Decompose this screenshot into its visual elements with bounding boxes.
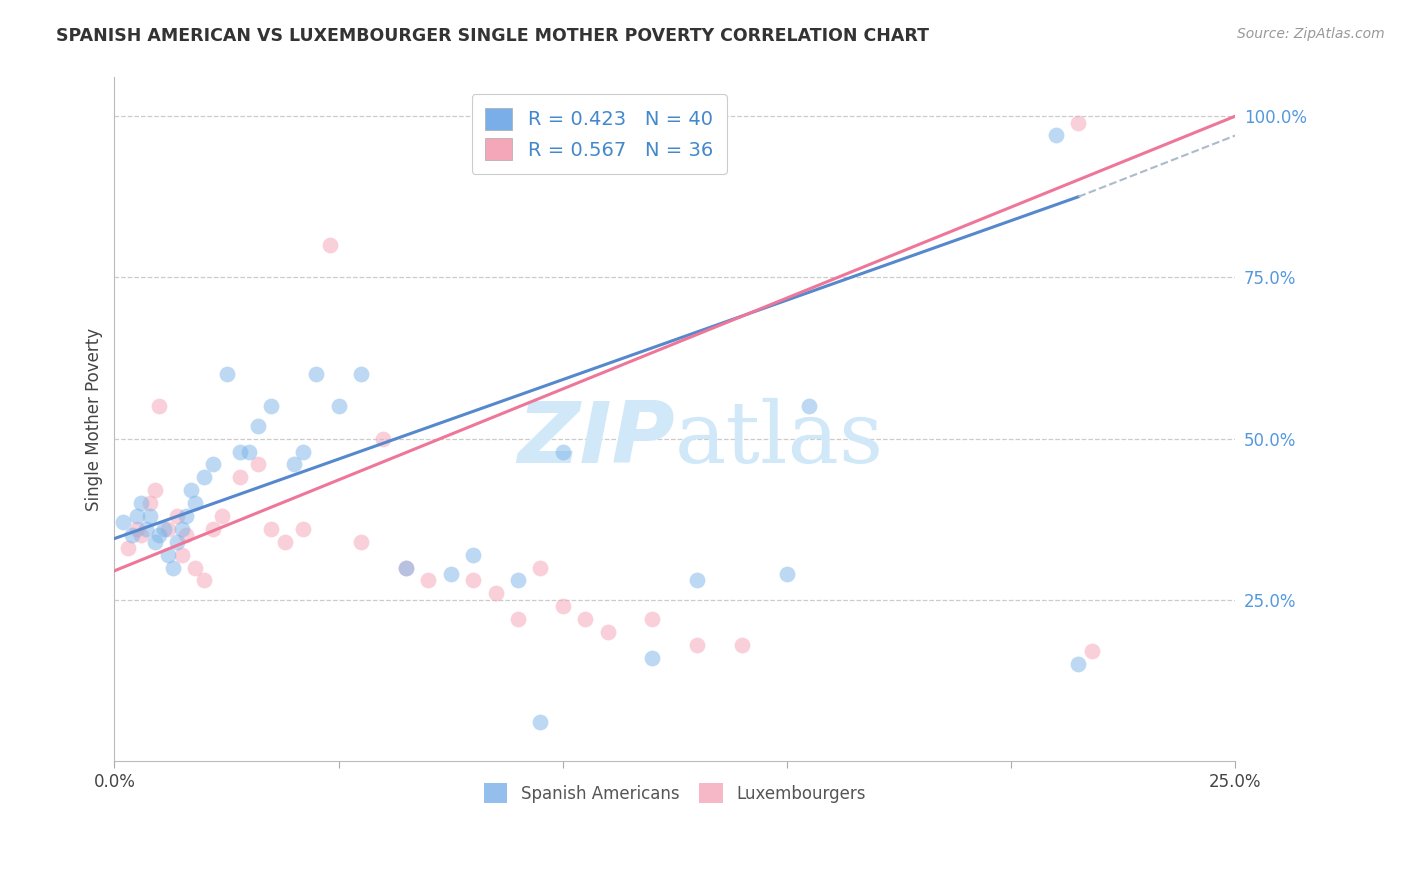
Text: ZIP: ZIP [517,398,675,482]
Point [170,548,193,562]
Point [121,528,143,542]
Point [350,367,373,381]
Legend: Spanish Americans, Luxembourgers: Spanish Americans, Luxembourgers [472,772,877,814]
Text: Source: ZipAtlas.com: Source: ZipAtlas.com [1237,27,1385,41]
Point [246,418,269,433]
Point [461,548,484,562]
Point [139,496,162,510]
Point [641,612,664,626]
Point [373,432,395,446]
Point [139,508,162,523]
Point [484,586,506,600]
Point [229,444,252,458]
Point [529,715,551,730]
Point [131,496,153,510]
Point [328,400,350,414]
Point [131,528,153,542]
Point [215,367,238,381]
Point [395,560,418,574]
Point [211,508,233,523]
Point [274,534,297,549]
Point [117,541,139,556]
Point [260,522,283,536]
Point [291,444,314,458]
Point [143,534,166,549]
Point [260,400,283,414]
Point [148,528,170,542]
Point [395,560,418,574]
Point [246,458,269,472]
Point [148,400,170,414]
Point [418,574,440,588]
Point [1067,115,1090,129]
Point [229,470,252,484]
Point [1045,128,1067,143]
Point [162,560,184,574]
Point [305,367,328,381]
Point [166,508,188,523]
Point [174,528,197,542]
Point [551,444,574,458]
Point [350,534,373,549]
Point [157,548,180,562]
Point [461,574,484,588]
Point [1081,644,1104,658]
Point [202,458,225,472]
Point [193,470,215,484]
Point [440,567,463,582]
Point [1067,657,1090,672]
Point [291,522,314,536]
Point [125,522,148,536]
Point [152,522,174,536]
Point [686,574,709,588]
Point [143,483,166,498]
Point [529,560,551,574]
Text: atlas: atlas [675,398,884,482]
Point [551,599,574,614]
Point [641,651,664,665]
Point [574,612,596,626]
Point [166,534,188,549]
Point [180,483,202,498]
Point [125,508,148,523]
Point [318,238,340,252]
Text: SPANISH AMERICAN VS LUXEMBOURGER SINGLE MOTHER POVERTY CORRELATION CHART: SPANISH AMERICAN VS LUXEMBOURGER SINGLE … [56,27,929,45]
Point [202,522,225,536]
Point [283,458,305,472]
Point [170,522,193,536]
Point [238,444,260,458]
Y-axis label: Single Mother Poverty: Single Mother Poverty [86,327,103,511]
Point [112,516,135,530]
Point [596,625,619,640]
Point [193,574,215,588]
Point [506,574,529,588]
Point [776,567,799,582]
Point [799,400,821,414]
Point [135,522,157,536]
Point [174,508,197,523]
Point [686,638,709,652]
Point [506,612,529,626]
Point [184,496,207,510]
Point [157,522,180,536]
Point [184,560,207,574]
Point [731,638,754,652]
